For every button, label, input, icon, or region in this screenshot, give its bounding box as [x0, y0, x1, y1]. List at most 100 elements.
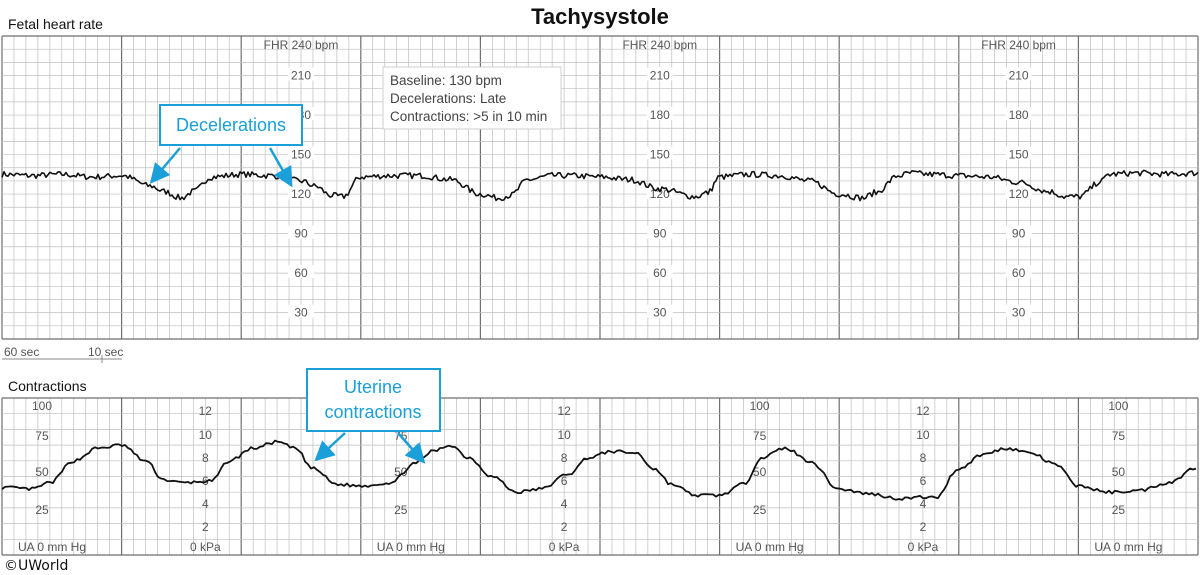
fhr-tick-label: 60	[294, 266, 308, 280]
copyright-text: ©UWorld	[4, 558, 68, 574]
ua-kpa-tick-label: 10	[199, 428, 213, 442]
ua-kpa-tick-label: 2	[920, 520, 927, 534]
ua-kpa-tick-label: 2	[202, 520, 209, 534]
ua-mmhg-tick-label: 100	[1108, 399, 1128, 413]
ua-mmhg-tick-label: 25	[753, 503, 767, 517]
fhr-tick-label: 180	[650, 108, 670, 122]
info-contractions: Contractions: >5 in 10 min	[390, 109, 547, 124]
fhr-tick-label: 30	[294, 306, 308, 320]
ua-kpa-unit-label: 0 kPa	[908, 540, 939, 554]
fhr-trace-line	[1, 169, 1199, 202]
ua-mmhg-unit-label: UA 0 mm Hg	[1094, 540, 1162, 554]
uterine-callout: Uterine contractions	[306, 368, 441, 464]
ua-mmhg-tick-label: 75	[753, 429, 767, 443]
fhr-tick-label: 30	[653, 306, 667, 320]
fhr-tick-label: 30	[1012, 306, 1026, 320]
figure-title: Tachysystole	[531, 4, 669, 29]
fhr-tick-label: 180	[1009, 108, 1029, 122]
uterine-arrow-right	[397, 432, 426, 464]
time-scale: 60 sec 10 sec	[2, 345, 123, 363]
ua-section-label: Contractions	[8, 378, 87, 394]
ua-kpa-tick-label: 6	[561, 474, 568, 488]
ua-grid	[1, 397, 1199, 556]
fhr-tick-label: 120	[291, 187, 311, 201]
time-scale-minor-label: 10 sec	[88, 345, 123, 359]
ua-kpa-tick-label: 6	[202, 474, 209, 488]
fhr-tick-label: 60	[1012, 266, 1026, 280]
uterine-callout-line1: Uterine	[344, 377, 402, 397]
ua-mmhg-tick-label: 25	[394, 503, 408, 517]
fhr-tick-label: 210	[291, 69, 311, 83]
fhr-tick-label: 150	[291, 148, 311, 162]
ua-kpa-tick-label: 4	[202, 497, 209, 511]
ua-axis-labels: 100 75 50 25 UA 0 mm Hg 100 75 50 25 UA 0 mm Hg 10…	[18, 399, 1162, 554]
fhr-tick-bg	[646, 107, 673, 121]
ua-trace-line	[1, 439, 1197, 501]
fhr-tick-label: 150	[650, 148, 670, 162]
decelerations-arrow-left	[149, 147, 181, 184]
ua-kpa-unit-label: 0 kPa	[190, 540, 221, 554]
ua-kpa-tick-label: 12	[916, 404, 930, 418]
ua-mmhg-tick-label: 75	[35, 429, 49, 443]
fhr-panel: FHR 240 bpm 210 180 150 120 90 60 30 FHR 240 bpm…	[1, 35, 1199, 340]
ua-kpa-tick-label: 4	[561, 497, 568, 511]
ua-kpa-tick-label: 8	[920, 451, 927, 465]
ua-mmhg-tick-label: 50	[35, 465, 49, 479]
fhr-tick-bg	[288, 225, 314, 239]
fhr-tick-bg	[646, 146, 673, 160]
fhr-axis-title: FHR 240 bpm	[622, 38, 697, 52]
fhr-tick-label: 90	[1012, 227, 1026, 241]
ua-kpa-tick-label: 12	[199, 404, 213, 418]
ua-kpa-tick-label: 8	[561, 451, 568, 465]
fhr-tick-bg	[1005, 304, 1032, 318]
info-baseline: Baseline: 130 bpm	[390, 73, 502, 88]
fhr-axis-title: FHR 240 bpm	[264, 38, 339, 52]
info-decelerations: Decelerations: Late	[390, 91, 506, 106]
fhr-axis-title: FHR 240 bpm	[981, 38, 1056, 52]
fhr-tick-label: 60	[653, 266, 667, 280]
ua-mmhg-tick-label: 50	[394, 465, 408, 479]
fhr-tick-bg	[1005, 146, 1032, 160]
fhr-tick-bg	[646, 304, 673, 318]
fhr-tick-label: 210	[650, 69, 670, 83]
fhr-tick-bg	[646, 225, 673, 239]
fhr-tick-bg	[1005, 225, 1032, 239]
fhr-tick-label: 150	[1009, 148, 1029, 162]
ua-mmhg-tick-label: 75	[1112, 429, 1126, 443]
ua-kpa-tick-label: 4	[920, 497, 927, 511]
ua-mmhg-tick-label: 25	[1112, 503, 1126, 517]
fhr-tick-bg	[646, 67, 673, 81]
fhr-axis-labels: FHR 240 bpm 210 180 150 120 90 60 30 FHR 240 bpm…	[264, 38, 1056, 320]
ua-mmhg-unit-label: UA 0 mm Hg	[377, 540, 445, 554]
decelerations-callout: Decelerations	[149, 104, 303, 188]
info-box: Baseline: 130 bpm Decelerations: Late Co…	[382, 66, 562, 130]
fhr-tick-bg	[288, 146, 314, 160]
fhr-tick-label: 210	[1009, 69, 1029, 83]
decelerations-callout-label: Decelerations	[176, 115, 286, 135]
ua-panel: 100 75 50 25 UA 0 mm Hg 100 75 50 25 UA 0 mm Hg 10…	[1, 397, 1199, 556]
fhr-tick-bg	[1005, 265, 1032, 279]
fhr-tick-bg	[288, 265, 314, 279]
ua-kpa-unit-label: 0 kPa	[549, 540, 580, 554]
ua-kpa-tick-label: 12	[557, 404, 571, 418]
fhr-tick-bg	[288, 186, 314, 200]
ua-kpa-tick-label: 8	[202, 451, 209, 465]
uterine-callout-line2: contractions	[324, 402, 421, 422]
ua-kpa-tick-label: 10	[916, 428, 930, 442]
fhr-tick-bg	[1005, 67, 1032, 81]
fhr-tick-bg	[288, 67, 314, 81]
fhr-tick-bg	[1005, 107, 1032, 121]
time-scale-major-label: 60 sec	[4, 345, 39, 359]
ua-mmhg-tick-label: 50	[1112, 465, 1126, 479]
ua-kpa-tick-label: 6	[920, 474, 927, 488]
ua-kpa-tick-label: 2	[561, 520, 568, 534]
ua-kpa-tick-label: 10	[557, 428, 571, 442]
fhr-tick-bg	[288, 304, 314, 318]
decelerations-arrow-right	[268, 147, 293, 188]
fhr-tick-label: 90	[294, 227, 308, 241]
fhr-section-label: Fetal heart rate	[8, 16, 103, 32]
uterine-arrow-left	[314, 432, 346, 462]
ua-mmhg-unit-label: UA 0 mm Hg	[736, 540, 804, 554]
ua-mmhg-tick-label: 25	[35, 503, 49, 517]
